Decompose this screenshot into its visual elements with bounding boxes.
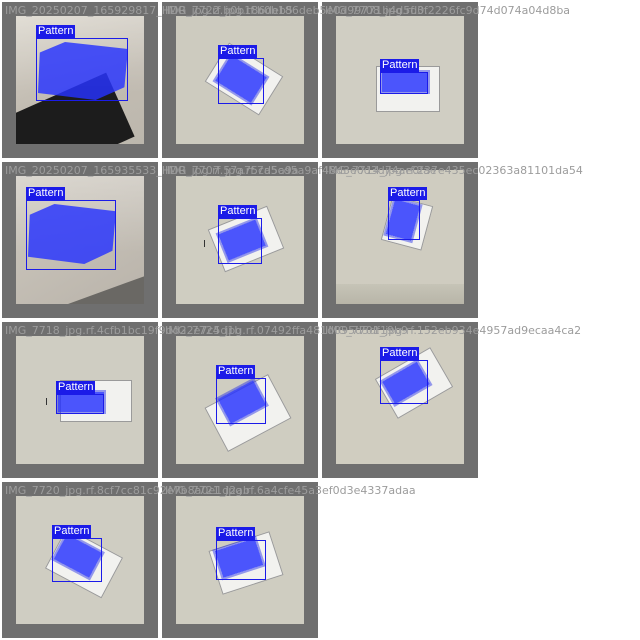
image-tile[interactable]: Pattern (2, 322, 158, 478)
bounding-box: Pattern (216, 378, 266, 424)
tile-filename: IMG_7701_jpg.rf.152eb934e4957ad9ecaa4ca2 (325, 325, 581, 337)
bounding-box: Pattern (388, 200, 420, 240)
bbox-label: Pattern (218, 205, 257, 218)
tile-filename: IMG_7721_jpg.rf.6a4cfe45a3ef0d3e4337adaa (165, 485, 416, 497)
bounding-box: Pattern (380, 72, 428, 94)
bounding-box: Pattern (56, 394, 104, 414)
pen-mark (204, 240, 205, 247)
bounding-box: Pattern (52, 538, 102, 582)
image-tile[interactable]: Pattern (322, 2, 478, 158)
bbox-label: Pattern (380, 59, 419, 72)
tile-filename: IMG_7708_jpg.rf.3f2226fc9d74d074a04d8ba (325, 5, 570, 17)
image-tile[interactable]: Pattern (162, 322, 318, 478)
image-tile[interactable]: Pattern (162, 162, 318, 318)
bbox-label: Pattern (52, 525, 91, 538)
bbox-label: Pattern (216, 527, 255, 540)
image-tile[interactable]: Pattern (322, 162, 478, 318)
image-tile[interactable]: Pattern (2, 482, 158, 638)
bbox-label: Pattern (380, 347, 419, 360)
bounding-box: Pattern (26, 200, 116, 270)
bounding-box: Pattern (218, 58, 264, 104)
bounding-box: Pattern (218, 218, 262, 264)
wall-base (336, 284, 464, 304)
bounding-box: Pattern (36, 38, 128, 101)
image-tile[interactable]: Pattern (2, 162, 158, 318)
bounding-box: Pattern (216, 540, 266, 580)
image-tile[interactable]: Pattern (2, 2, 158, 158)
pen-mark (46, 398, 47, 405)
bbox-label: Pattern (36, 25, 75, 38)
image-tile[interactable]: Pattern (162, 2, 318, 158)
bbox-label: Pattern (218, 45, 257, 58)
bbox-label: Pattern (56, 381, 95, 394)
tile-filename: IMG_7714_jpg.rf.237e435ec02363a81101da54 (325, 165, 583, 177)
bbox-label: Pattern (26, 187, 65, 200)
image-tile[interactable]: Pattern (162, 482, 318, 638)
image-tile[interactable]: Pattern (322, 322, 478, 478)
bounding-box: Pattern (380, 360, 428, 404)
bbox-label: Pattern (216, 365, 255, 378)
bbox-label: Pattern (388, 187, 427, 200)
